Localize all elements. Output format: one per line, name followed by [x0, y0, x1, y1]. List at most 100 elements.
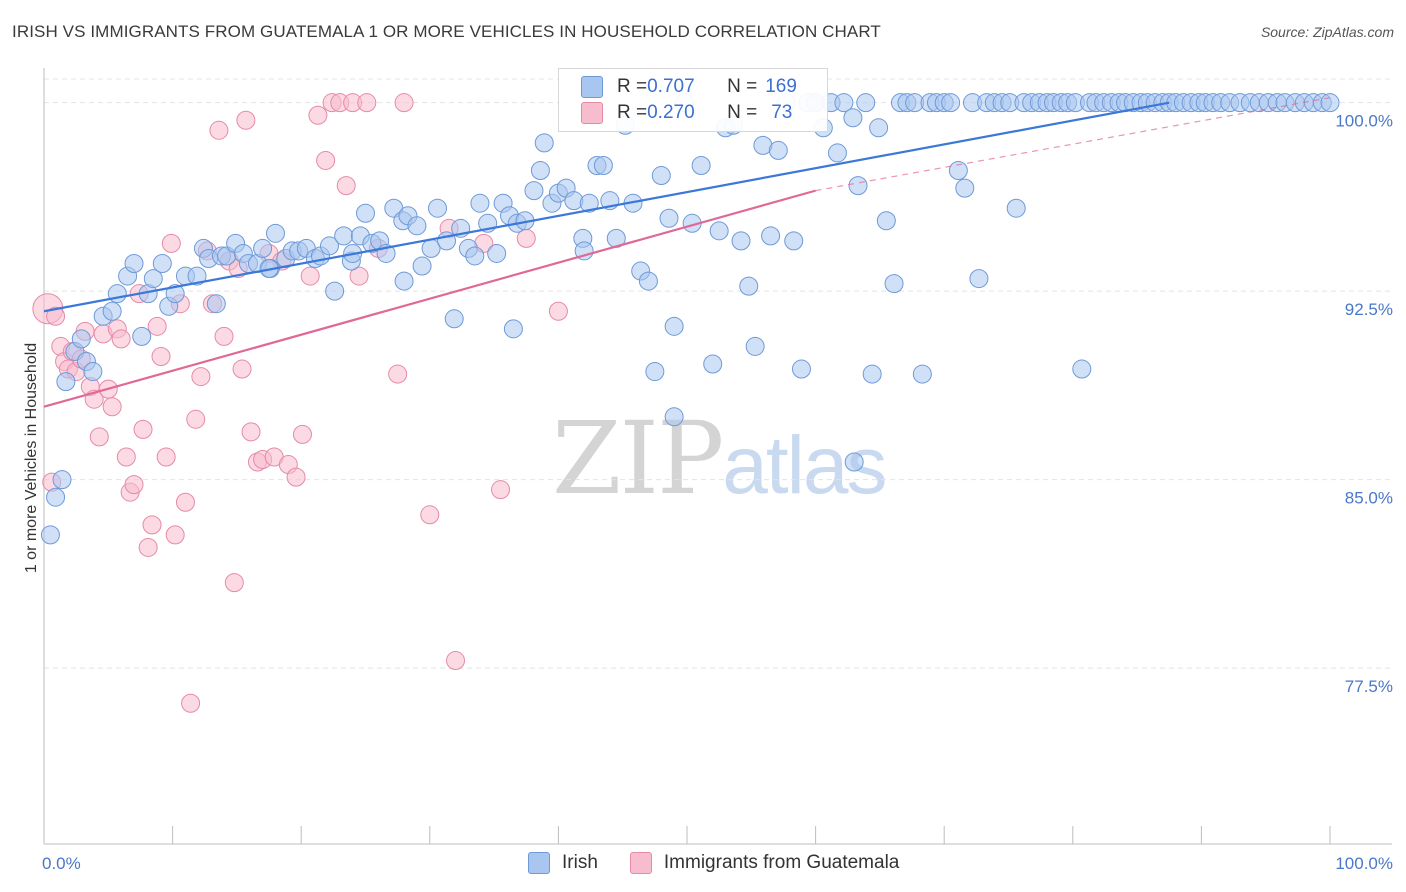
guatemala-point: [102, 397, 122, 417]
guatemala-point: [388, 364, 408, 384]
irish-point: [407, 216, 427, 236]
irish-point: [487, 243, 507, 263]
guatemala-point: [214, 326, 234, 346]
guatemala-point: [308, 105, 328, 125]
y-axis-title: 1 or more Vehicles in Household: [23, 343, 40, 573]
irish-point: [574, 241, 594, 261]
irish-point: [884, 274, 904, 294]
irish-point: [124, 254, 144, 273]
tick-labels: 100.0% 92.5% 85.0% 77.5% 0.0% 100.0%: [42, 112, 1393, 873]
guatemala-point: [316, 150, 336, 170]
legend-swatch-irish: [581, 76, 603, 98]
irish-point: [534, 133, 554, 153]
irish-point: [791, 359, 811, 379]
irish-point: [768, 140, 788, 160]
irish-point: [784, 231, 804, 251]
irish-point: [664, 407, 684, 427]
irish-point: [834, 93, 854, 113]
legend-irish-r-value: 0.707: [647, 76, 695, 97]
irish-point: [52, 470, 72, 490]
irish-point: [265, 223, 285, 243]
irish-point: [56, 372, 76, 392]
legend-guatemala-r-label: R =: [617, 102, 648, 123]
bottom-legend-irish[interactable]: Irish: [528, 852, 598, 874]
irish-point: [664, 316, 684, 336]
irish-point: [593, 155, 613, 175]
bottom-legend-guatemala[interactable]: Immigrants from Guatemala: [629, 852, 900, 874]
irish-point: [428, 198, 448, 218]
irish-point: [319, 236, 339, 256]
bottom-legend-swatch-irish: [528, 852, 550, 874]
bottom-legend: Irish Immigrants from Guatemala: [528, 852, 931, 874]
irish-point: [876, 211, 896, 231]
guatemala-point: [420, 505, 440, 525]
guatemala-point: [181, 693, 201, 713]
irish-point: [325, 281, 345, 301]
guatemala-trend-line: [43, 189, 816, 408]
guatemala-point: [209, 120, 229, 140]
irish-point: [1006, 198, 1026, 218]
legend-guatemala-n-value: 73: [771, 102, 793, 123]
irish-point: [465, 246, 485, 266]
guatemala-point: [232, 359, 252, 379]
irish-point: [843, 108, 863, 128]
irish-point: [187, 266, 207, 286]
source-label: Source: ZipAtlas.com: [1260, 24, 1394, 40]
irish-point: [71, 329, 91, 349]
irish-point: [524, 181, 544, 201]
irish-point: [132, 326, 152, 346]
irish-point: [40, 525, 60, 545]
guatemala-point: [300, 266, 320, 286]
irish-point: [969, 269, 989, 289]
guatemala-point: [191, 367, 211, 387]
legend-irish-n-label: N =: [727, 76, 758, 97]
irish-point: [165, 284, 185, 304]
guatemala-point: [142, 515, 162, 535]
guatemala-point: [491, 480, 511, 500]
series-guatemala-points: [32, 93, 826, 713]
chart-title: IRISH VS IMMIGRANTS FROM GUATEMALA 1 OR …: [12, 22, 881, 41]
y-tick-label: 92.5%: [1345, 300, 1393, 319]
irish-point: [1320, 93, 1340, 113]
guatemala-point: [336, 176, 356, 196]
irish-point: [709, 221, 729, 241]
irish-point: [869, 118, 889, 138]
guatemala-point: [186, 409, 206, 429]
axes: [43, 68, 1392, 845]
irish-point: [444, 309, 464, 329]
guatemala-point: [138, 537, 158, 557]
irish-point: [394, 271, 414, 291]
x-tick-label: 100.0%: [1335, 854, 1393, 873]
guatemala-point: [394, 93, 414, 113]
irish-point: [638, 271, 658, 291]
irish-point: [848, 176, 868, 196]
irish-point: [503, 319, 523, 339]
guatemala-point: [292, 424, 312, 444]
irish-trend-line: [43, 101, 1170, 313]
irish-point: [827, 143, 847, 163]
guatemala-point: [548, 301, 568, 321]
guatemala-point: [446, 651, 466, 671]
legend-guatemala-n-label: N =: [727, 102, 758, 123]
irish-point: [731, 231, 751, 251]
irish-point: [412, 256, 432, 276]
bottom-legend-label-guatemala: Immigrants from Guatemala: [663, 852, 900, 873]
irish-point: [955, 178, 975, 198]
legend-box: R = 0.707 N = 169 R = 0.270 N = 73: [558, 68, 828, 132]
guatemala-point: [124, 475, 144, 495]
guatemala-point: [133, 419, 153, 439]
irish-point: [470, 193, 490, 213]
irish-point: [46, 487, 66, 507]
irish-point: [948, 161, 968, 181]
guatemala-point: [236, 110, 256, 130]
bottom-legend-swatch-guatemala: [629, 852, 652, 874]
irish-point: [253, 238, 273, 258]
irish-point: [152, 254, 172, 273]
guatemala-point: [357, 93, 377, 113]
legend-irish-r-label: R =: [617, 76, 648, 97]
x-tick-label: 0.0%: [42, 854, 81, 873]
guatemala-point: [286, 467, 306, 487]
guatemala-point: [175, 492, 195, 512]
y-tick-label: 77.5%: [1345, 677, 1393, 696]
